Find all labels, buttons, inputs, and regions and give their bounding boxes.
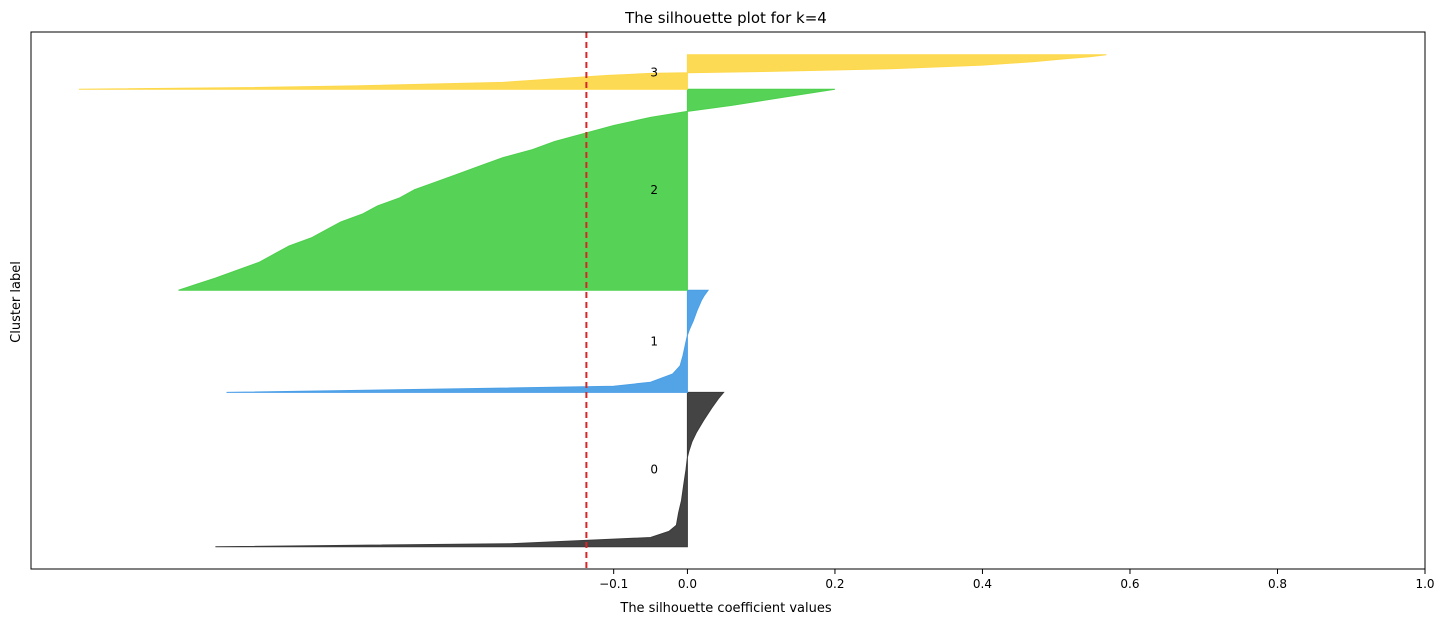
- cluster-areas: [78, 54, 1107, 548]
- cluster-3-area: [78, 54, 1107, 90]
- cluster-1-area: [226, 289, 710, 393]
- x-axis-ticks: −0.1 0.0 0.2 0.4 0.6 0.8 1.0: [599, 569, 1435, 591]
- cluster-0-label: 0: [650, 462, 658, 476]
- cluster-0-area: [215, 391, 725, 548]
- x-tick-label: −0.1: [599, 577, 628, 591]
- x-tick-label: 1.0: [1415, 577, 1434, 591]
- cluster-1-label: 1: [650, 334, 658, 348]
- x-tick-label: 0.4: [973, 577, 992, 591]
- cluster-2-label: 2: [650, 183, 658, 197]
- cluster-3-label: 3: [650, 65, 658, 79]
- x-axis-label: The silhouette coefficient values: [619, 601, 831, 616]
- y-axis-label: Cluster label: [9, 261, 24, 343]
- cluster-2-area: [178, 88, 835, 291]
- plot-frame: [30, 31, 1426, 570]
- x-tick-label: 0.8: [1268, 577, 1287, 591]
- x-tick-label: 0.0: [678, 577, 697, 591]
- x-tick-label: 0.6: [1120, 577, 1139, 591]
- x-tick-label: 0.2: [825, 577, 844, 591]
- chart-title: The silhouette plot for k=4: [624, 9, 827, 27]
- cluster-labels: 0 1 2 3: [650, 65, 658, 476]
